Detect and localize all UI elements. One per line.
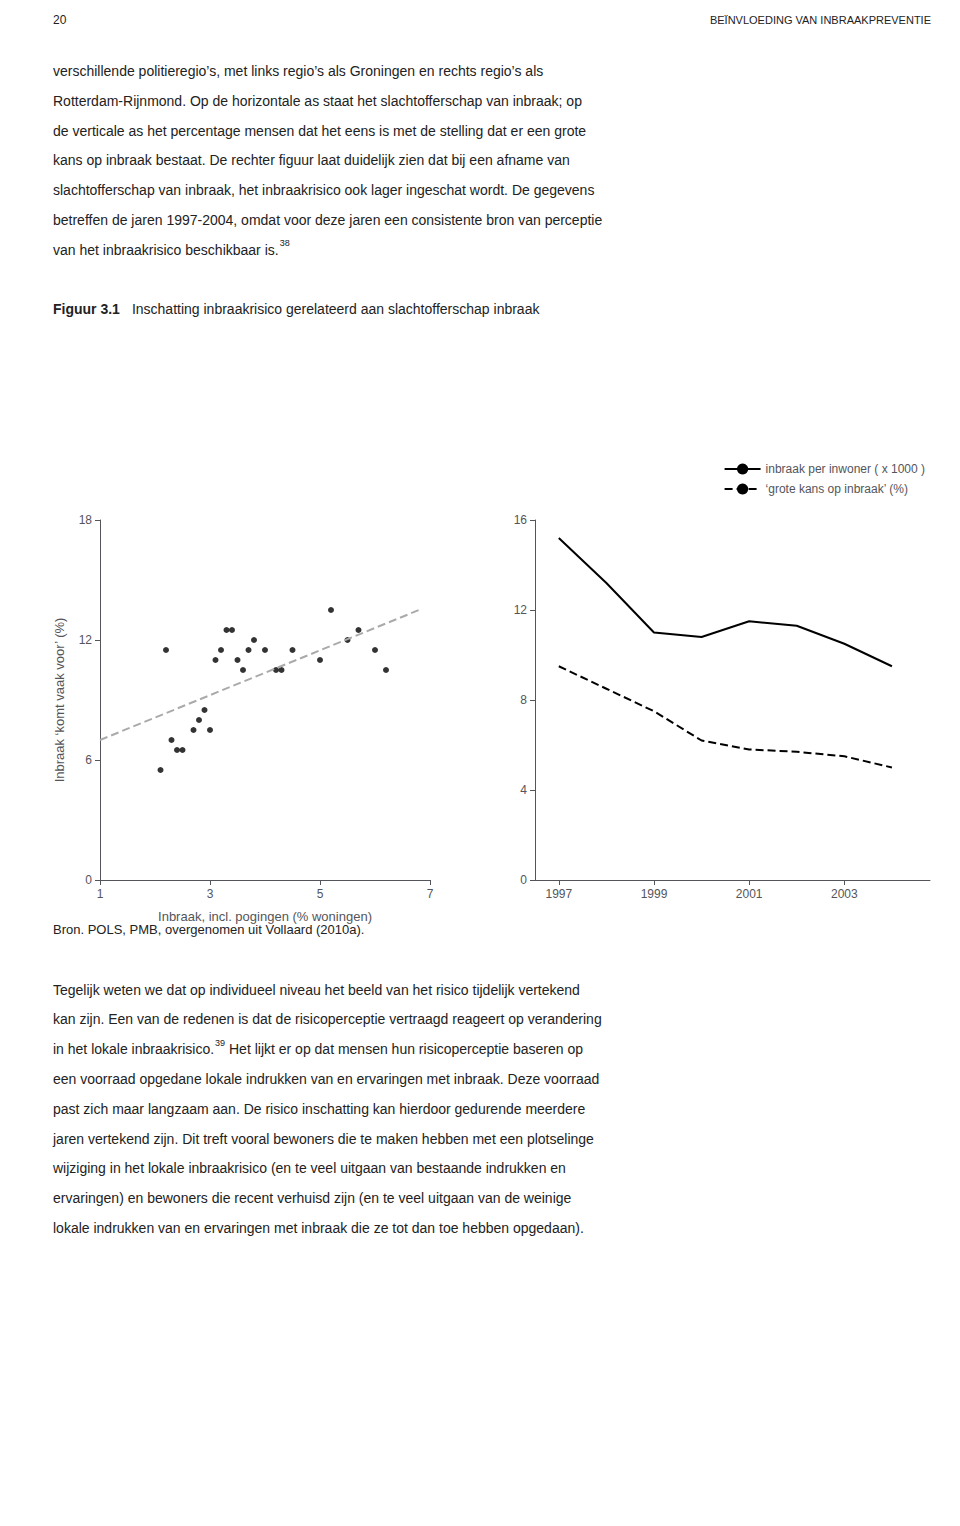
svg-text:Rotterdam-Rijnmond. Op de hori: Rotterdam-Rijnmond. Op de horizontale as…	[53, 93, 582, 109]
svg-text:‘grote kans op inbraak’ (%): ‘grote kans op inbraak’ (%)	[766, 482, 908, 496]
svg-text:1999: 1999	[641, 887, 668, 901]
svg-text:een voorraad opgedane lokale i: een voorraad opgedane lokale indrukken v…	[53, 1071, 599, 1087]
svg-text:0: 0	[520, 873, 527, 887]
svg-text:Het lijkt er op dat mensen hun: Het lijkt er op dat mensen hun risicoper…	[225, 1041, 583, 1057]
svg-text:5: 5	[317, 887, 324, 901]
svg-text:past zich maar langzaam aan. D: past zich maar langzaam aan. De risico i…	[53, 1101, 586, 1117]
svg-text:7: 7	[427, 887, 434, 901]
svg-text:Tegelijk weten we dat op indiv: Tegelijk weten we dat op individueel niv…	[53, 982, 580, 998]
svg-text:Bron. POLS, PMB, overgenomen u: Bron. POLS, PMB, overgenomen uit Vollaar…	[53, 922, 364, 937]
svg-text:38: 38	[280, 238, 290, 248]
svg-text:2003: 2003	[831, 887, 858, 901]
svg-text:BEÏNVLOEDING VAN INBRAAKPREVEN: BEÏNVLOEDING VAN INBRAAKPREVENTIE	[710, 14, 931, 26]
svg-text:6: 6	[85, 753, 92, 767]
svg-text:verschillende politieregio’s,: verschillende politieregio’s, met links …	[53, 63, 543, 79]
svg-text:ervaringen) en bewoners die re: ervaringen) en bewoners die recent verhu…	[53, 1190, 572, 1206]
svg-text:3: 3	[207, 887, 214, 901]
svg-text:16: 16	[514, 513, 528, 527]
svg-text:van het inbraakrisico beschikb: van het inbraakrisico beschikbaar is.	[53, 242, 279, 258]
svg-text:slachtofferschap van inbraak,: slachtofferschap van inbraak, het inbraa…	[53, 182, 594, 198]
svg-text:8: 8	[520, 693, 527, 707]
svg-text:de verticale as het percentage: de verticale as het percentage mensen da…	[53, 123, 586, 139]
svg-text:39: 39	[215, 1038, 225, 1048]
svg-text:jaren vertekend zijn. Dit tref: jaren vertekend zijn. Dit treft vooral b…	[52, 1131, 594, 1147]
svg-text:1: 1	[97, 887, 104, 901]
svg-text:1997: 1997	[545, 887, 572, 901]
svg-text:Inschatting inbraakrisico gere: Inschatting inbraakrisico gerelateerd aa…	[132, 301, 541, 317]
svg-text:2001: 2001	[736, 887, 763, 901]
svg-text:kans op inbraak bestaat. De re: kans op inbraak bestaat. De rechter figu…	[53, 152, 570, 168]
svg-text:Figuur 3.1: Figuur 3.1	[53, 301, 120, 317]
svg-text:lokale indrukken van en ervari: lokale indrukken van en ervaringen met i…	[53, 1220, 584, 1236]
svg-text:4: 4	[520, 783, 527, 797]
svg-text:Inbraak ‘komt vaak voor’ (%): Inbraak ‘komt vaak voor’ (%)	[52, 618, 67, 783]
svg-text:in het lokale inbraakrisico.: in het lokale inbraakrisico.	[53, 1041, 214, 1057]
svg-text:inbraak per inwoner ( x 1000 ): inbraak per inwoner ( x 1000 )	[766, 462, 925, 476]
svg-text:20: 20	[53, 13, 67, 27]
svg-text:betreffen de jaren 1997-2004,: betreffen de jaren 1997-2004, omdat voor…	[53, 212, 602, 228]
svg-text:12: 12	[79, 633, 93, 647]
svg-text:0: 0	[85, 873, 92, 887]
svg-text:18: 18	[79, 513, 93, 527]
svg-text:Inbraak, incl. pogingen (% won: Inbraak, incl. pogingen (% woningen)	[158, 909, 372, 924]
svg-text:kan zijn. Een van de redenen i: kan zijn. Een van de redenen is dat de r…	[53, 1011, 602, 1027]
svg-text:wijziging in het lokale inbraa: wijziging in het lokale inbraakrisico (e…	[52, 1160, 566, 1176]
svg-text:12: 12	[514, 603, 528, 617]
